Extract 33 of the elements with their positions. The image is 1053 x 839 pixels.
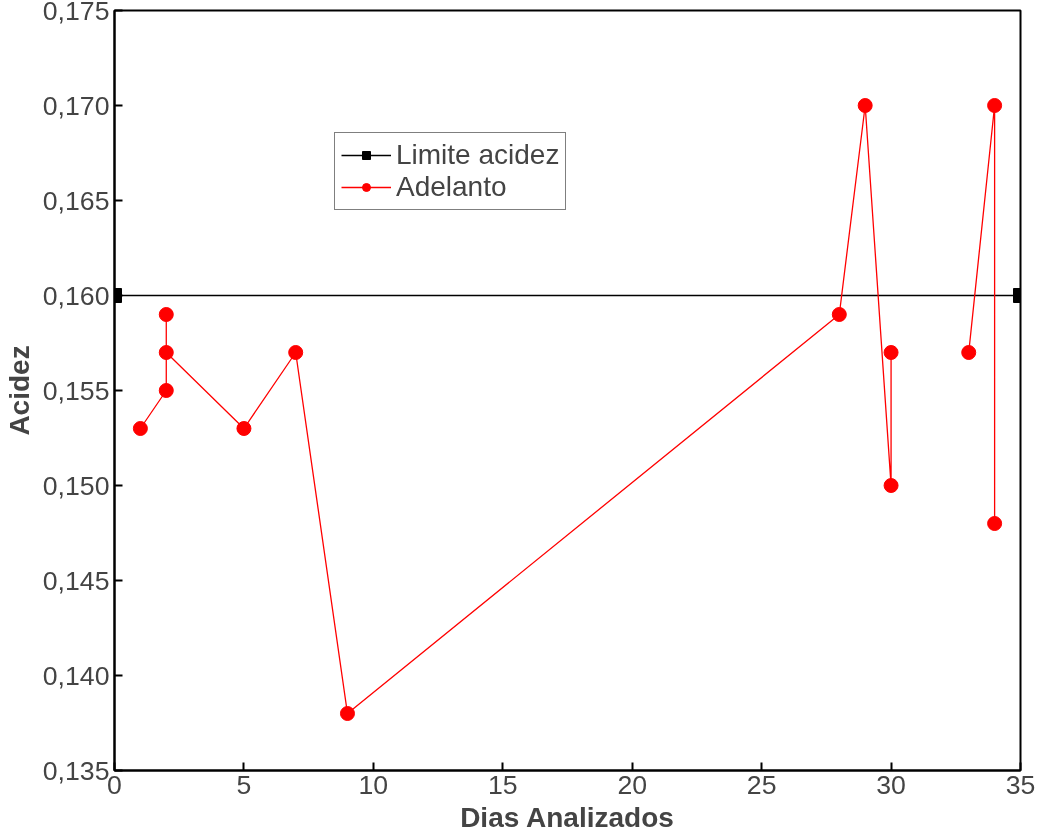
y-tick-label: 0,175 — [42, 0, 110, 26]
y-tick-label: 0,170 — [42, 90, 110, 121]
point — [883, 345, 899, 360]
point — [236, 421, 252, 436]
y-tick-label: 0,165 — [42, 185, 110, 216]
point — [158, 307, 174, 322]
point — [831, 307, 847, 322]
point — [987, 98, 1003, 113]
point — [158, 345, 174, 360]
legend-label: Limite acidez — [396, 139, 560, 171]
point — [288, 345, 304, 360]
x-tick-label: 25 — [746, 769, 777, 800]
x-tick-label: 15 — [487, 769, 518, 800]
y-tick-label: 0,140 — [42, 660, 110, 691]
y-tick-label: 0,160 — [42, 280, 110, 311]
point — [857, 98, 873, 113]
point — [132, 421, 148, 436]
y-tick-label: 0,145 — [42, 565, 110, 596]
point — [961, 345, 977, 360]
point — [883, 478, 899, 493]
point — [339, 706, 355, 721]
y-tick-label: 0,155 — [42, 375, 110, 406]
x-tick-label: 20 — [617, 769, 648, 800]
x-tick-label: 10 — [358, 769, 389, 800]
point — [158, 383, 174, 398]
y-axis-title: Acidez — [3, 345, 35, 436]
x-tick-label: 5 — [236, 769, 252, 800]
legend-label: Adelanto — [396, 171, 507, 203]
x-axis-title: Dias Analizados — [460, 801, 674, 833]
x-tick-label: 35 — [1005, 769, 1036, 800]
x-tick-label: 30 — [876, 769, 906, 800]
point — [987, 516, 1003, 531]
y-tick-label: 0,150 — [42, 470, 110, 501]
